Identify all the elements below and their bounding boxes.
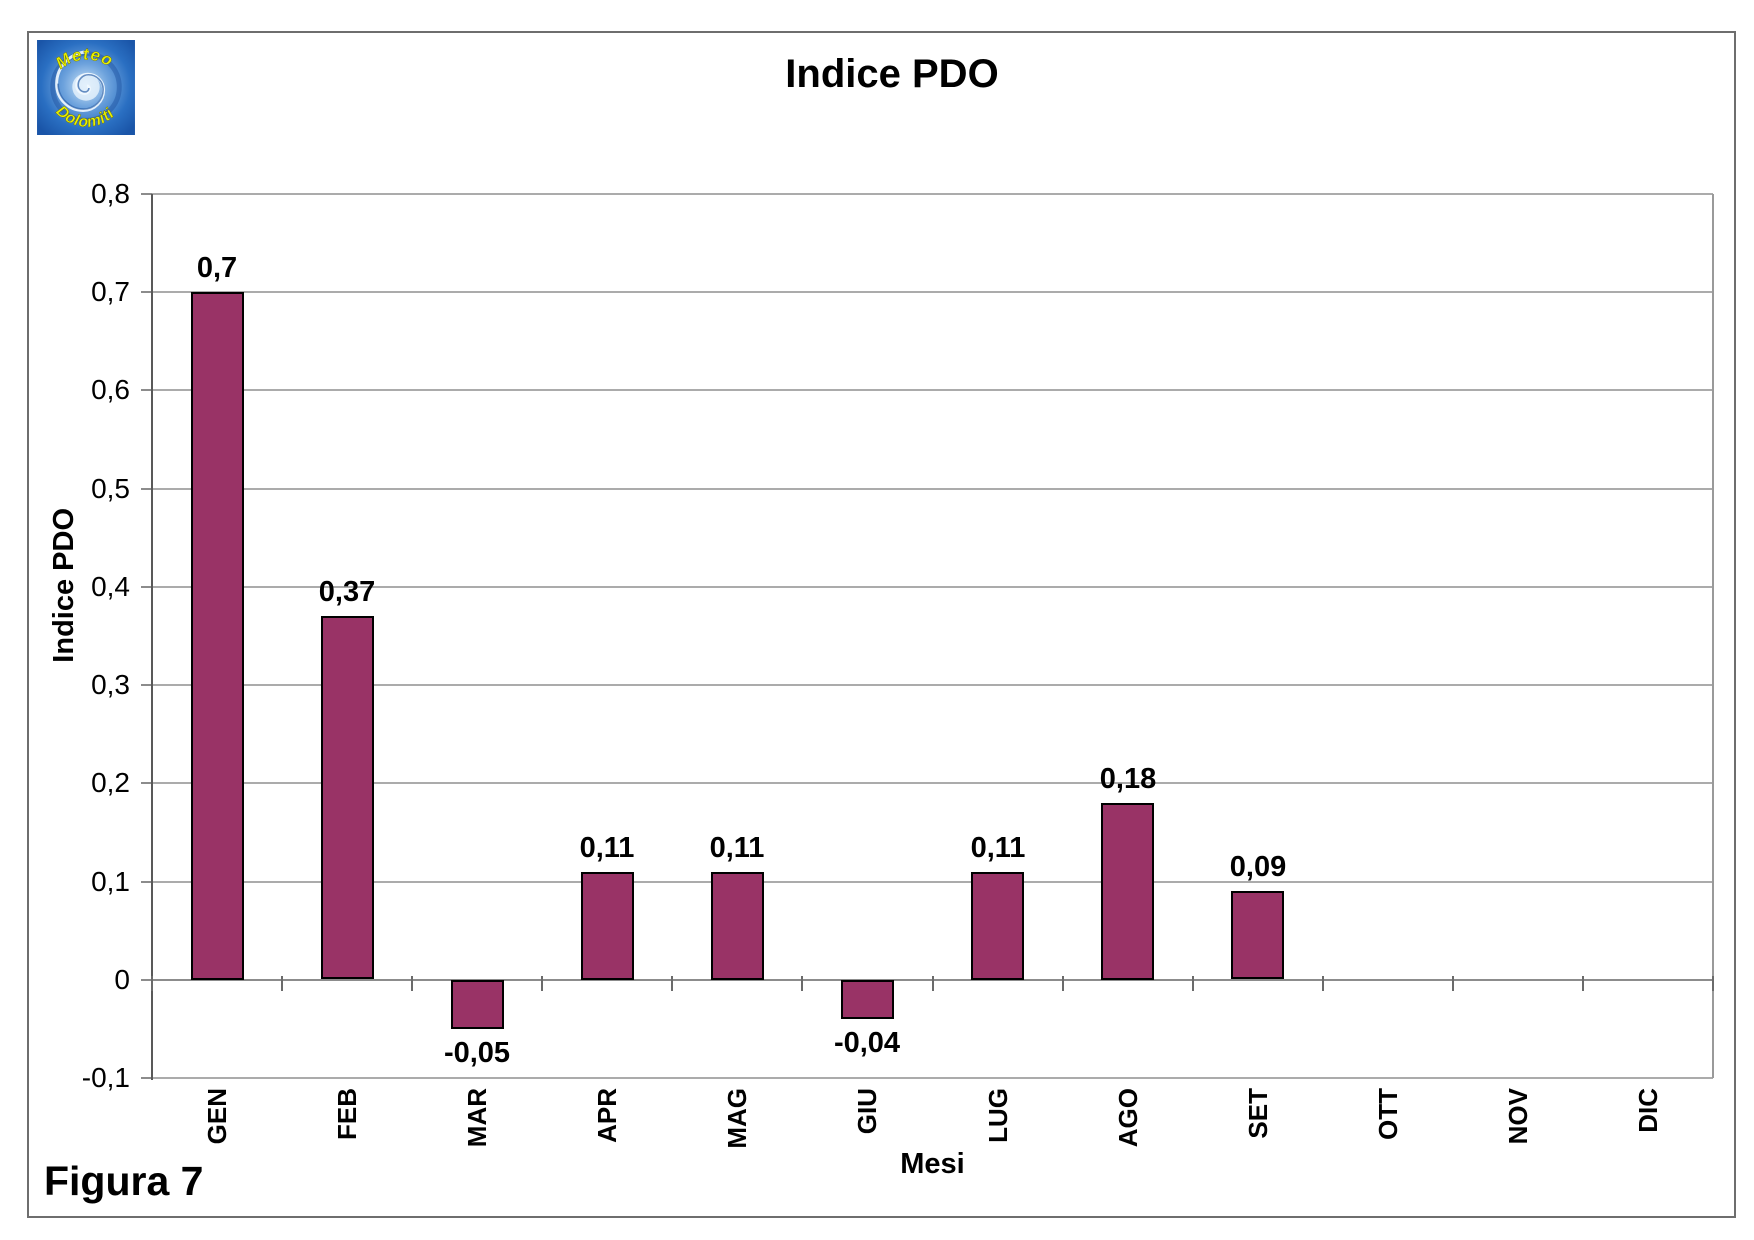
bar-value-label: 0,09 <box>1229 851 1287 883</box>
bar-feb <box>321 616 374 979</box>
bar-value-label: 0,37 <box>318 576 376 608</box>
x-axis-tick <box>1582 975 1584 991</box>
x-axis-category-label: LUG <box>983 1088 1013 1143</box>
plot-border-right <box>1712 194 1714 1078</box>
x-axis-tick <box>1192 975 1194 991</box>
y-axis-tick-label: 0,8 <box>91 178 130 209</box>
y-axis-tick <box>141 684 152 686</box>
x-axis-tick <box>1712 975 1714 991</box>
x-axis-tick <box>151 975 153 991</box>
x-axis-category-label: MAG <box>722 1088 752 1149</box>
gridline <box>152 586 1713 588</box>
x-axis-tick <box>671 975 673 991</box>
page-border-frame <box>27 31 1736 1218</box>
bar-ago <box>1101 803 1154 980</box>
y-axis-tick-label: 0,2 <box>91 767 130 798</box>
bar-mar <box>451 980 504 1029</box>
y-axis-title: Indice PDO <box>48 508 80 663</box>
y-axis-tick <box>141 782 152 784</box>
x-axis-tick <box>281 975 283 991</box>
bar-set <box>1231 891 1284 979</box>
gridline <box>152 881 1713 883</box>
bar-value-label: 0,11 <box>709 832 765 864</box>
x-axis-tick <box>932 975 934 991</box>
x-axis-category-label: OTT <box>1373 1088 1403 1140</box>
bar-giu <box>841 980 894 1019</box>
x-axis-tick <box>411 975 413 991</box>
y-axis-tick <box>141 586 152 588</box>
chart-title: Indice PDO <box>785 52 999 96</box>
y-axis-tick-label: 0 <box>114 964 130 995</box>
gridline <box>152 1077 1713 1079</box>
bar-mag <box>711 872 764 980</box>
y-axis-tick-label: 0,3 <box>91 669 130 700</box>
y-axis-line <box>151 194 153 1080</box>
x-axis-title: Mesi <box>900 1148 965 1180</box>
y-axis-tick <box>141 193 152 195</box>
gridline <box>152 488 1713 490</box>
x-axis-category-label: DIC <box>1633 1088 1663 1133</box>
x-axis-category-label: NOV <box>1503 1088 1533 1145</box>
y-axis-tick-label: 0,6 <box>91 374 130 405</box>
x-axis-tick <box>1452 975 1454 991</box>
bar-value-label: 0,18 <box>1099 763 1157 795</box>
gridline <box>152 193 1713 195</box>
bar-apr <box>581 872 634 980</box>
x-axis-category-label: GIU <box>852 1088 882 1135</box>
x-axis-tick <box>1062 975 1064 991</box>
meteo-dolomiti-logo: Meteo Dolomiti <box>37 40 135 135</box>
bar-lug <box>971 872 1024 980</box>
gridline <box>152 684 1713 686</box>
y-axis-tick <box>141 291 152 293</box>
y-axis-tick <box>141 1077 152 1079</box>
x-axis-category-label: GEN <box>202 1088 232 1145</box>
x-axis-tick <box>541 975 543 991</box>
y-axis-tick-label: 0,4 <box>91 571 130 602</box>
bar-value-label: 0,11 <box>970 832 1026 864</box>
bar-value-label: -0,04 <box>833 1027 901 1059</box>
gridline <box>152 389 1713 391</box>
y-axis-tick <box>141 389 152 391</box>
x-axis-category-label: MAR <box>462 1088 492 1148</box>
bar-value-label: 0,11 <box>579 832 635 864</box>
y-axis-tick <box>141 881 152 883</box>
bar-value-label: -0,05 <box>443 1037 511 1069</box>
gridline <box>152 291 1713 293</box>
y-axis-tick-label: 0,7 <box>91 276 130 307</box>
y-axis-tick <box>141 488 152 490</box>
x-axis-category-label: SET <box>1243 1088 1273 1139</box>
x-axis-tick <box>1322 975 1324 991</box>
bar-gen <box>191 292 244 980</box>
x-axis-category-label: AGO <box>1113 1088 1143 1148</box>
gridline <box>152 782 1713 784</box>
x-axis-category-label: FEB <box>332 1088 362 1140</box>
x-axis-tick <box>801 975 803 991</box>
spiral-shadow <box>57 73 104 110</box>
y-axis-tick-label: 0,5 <box>91 473 130 504</box>
y-axis-tick-label: 0,1 <box>91 866 130 897</box>
x-axis-category-label: APR <box>592 1088 622 1143</box>
bar-value-label: 0,7 <box>196 252 238 284</box>
y-axis-tick <box>141 979 152 981</box>
figure-caption: Figura 7 <box>44 1158 204 1204</box>
y-axis-tick-label: -0,1 <box>81 1062 130 1093</box>
